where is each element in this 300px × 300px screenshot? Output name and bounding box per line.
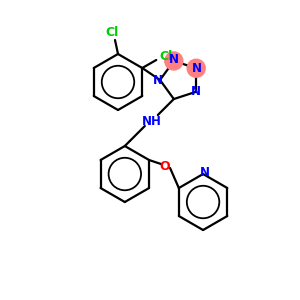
Text: Cl: Cl	[105, 26, 119, 40]
Text: Cl: Cl	[160, 50, 173, 62]
Text: N: N	[200, 166, 210, 178]
Circle shape	[165, 52, 183, 70]
Text: N: N	[192, 62, 202, 75]
Text: O: O	[160, 160, 170, 172]
Text: N: N	[191, 85, 201, 98]
Text: N: N	[153, 74, 163, 86]
Text: NH: NH	[142, 115, 162, 128]
Circle shape	[187, 59, 205, 77]
Text: N: N	[169, 53, 179, 67]
